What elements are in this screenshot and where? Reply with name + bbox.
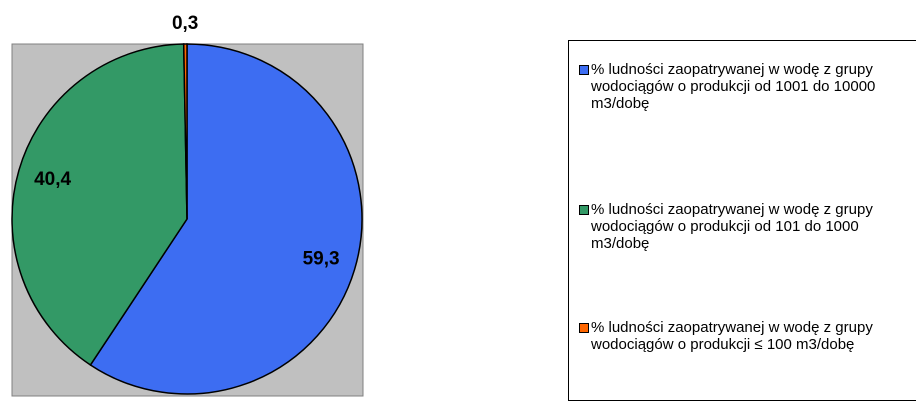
- pie-slice: [182, 43, 188, 220]
- pie-slice: [11, 43, 188, 367]
- legend: % ludności zaopatrywanej w wodę z grupy …: [568, 40, 916, 401]
- pie-area: 59,3 40,4 0,3: [11, 13, 364, 397]
- legend-entry: % ludności zaopatrywanej w wodę z grupy …: [579, 61, 916, 112]
- data-label: 0,3: [172, 13, 198, 34]
- legend-entry: % ludności zaopatrywanej w wodę z grupy …: [579, 201, 916, 252]
- legend-label: % ludności zaopatrywanej w wodę z grupy …: [591, 201, 873, 252]
- legend-label: % ludności zaopatrywanej w wodę z grupy …: [591, 319, 873, 353]
- legend-swatch: [579, 205, 589, 215]
- legend-entry: % ludności zaopatrywanej w wodę z grupy …: [579, 319, 916, 353]
- legend-label: % ludności zaopatrywanej w wodę z grupy …: [591, 61, 876, 112]
- legend-swatch: [579, 323, 589, 333]
- data-label: 59,3: [303, 248, 340, 269]
- data-label: 40,4: [34, 169, 71, 190]
- legend-swatch: [579, 65, 589, 75]
- pie-slice: [89, 43, 363, 395]
